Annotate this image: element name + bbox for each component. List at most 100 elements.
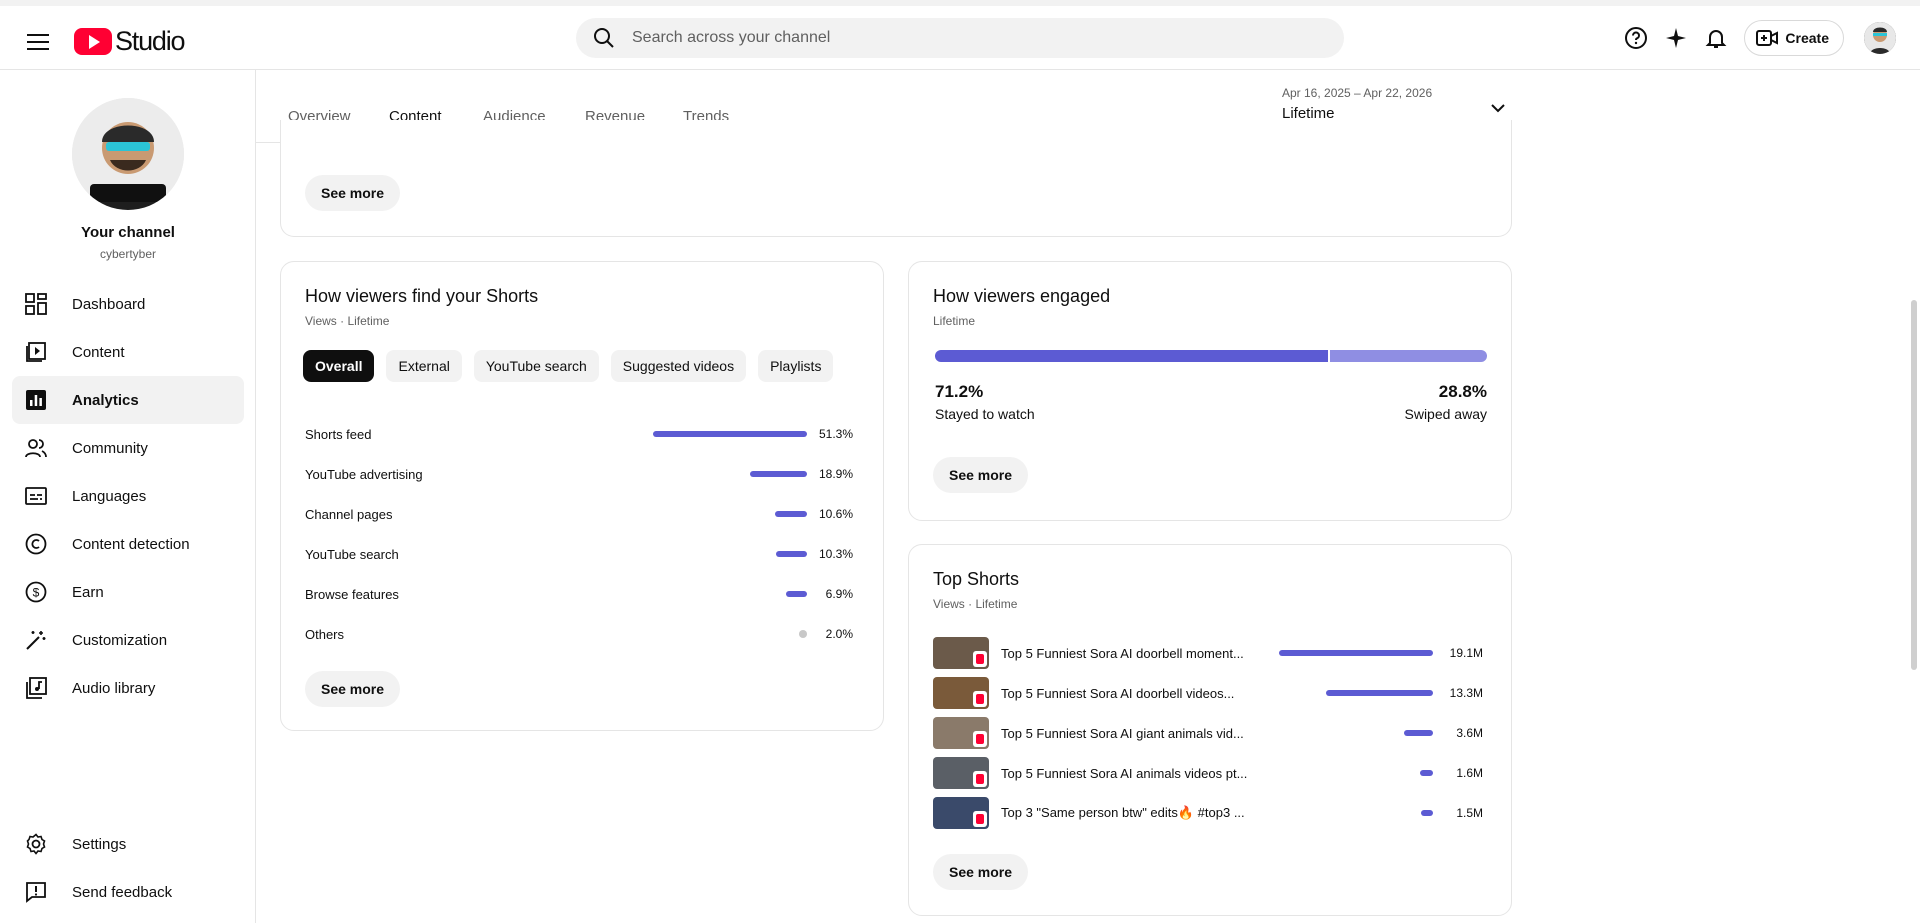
traffic-source-value: 2.0%: [825, 627, 853, 641]
traffic-source-row: Channel pages 10.6%: [305, 494, 853, 534]
top-short-row[interactable]: Top 5 Funniest Sora AI doorbell videos..…: [933, 673, 1483, 713]
short-views-value: 19.1M: [1449, 646, 1483, 660]
top-short-row[interactable]: Top 5 Funniest Sora AI animals videos pt…: [933, 753, 1483, 793]
see-more-button[interactable]: See more: [933, 854, 1029, 890]
sparkle-icon[interactable]: [1656, 18, 1696, 58]
dashboard-icon: [24, 292, 48, 316]
chip-playlists[interactable]: Playlists: [758, 350, 834, 382]
channel-handle: cybertyber: [99, 247, 157, 261]
traffic-source-row: Shorts feed 51.3%: [305, 414, 853, 454]
sidebar-item-content[interactable]: Content: [12, 328, 244, 376]
channel-avatar[interactable]: [72, 98, 184, 210]
short-thumbnail[interactable]: [933, 637, 989, 669]
card-subtitle: Views · Lifetime: [933, 597, 1018, 611]
sidebar-item-audio-library[interactable]: Audio library: [12, 664, 244, 712]
sidebar-item-label: Community: [72, 439, 148, 457]
top-short-row[interactable]: Top 3 "Same person btw" edits🔥 #top3 ...…: [933, 793, 1483, 833]
short-thumbnail[interactable]: [933, 757, 989, 789]
traffic-source-value: 18.9%: [818, 467, 853, 481]
date-range-label: Lifetime: [1282, 105, 1335, 122]
swiped-percent: 28.8%: [1438, 382, 1487, 401]
sidebar-item-dashboard[interactable]: Dashboard: [12, 280, 244, 328]
sidebar-item-earn[interactable]: $ Earn: [12, 568, 244, 616]
traffic-source-row: Others 2.0%: [305, 614, 853, 654]
traffic-source-value: 51.3%: [818, 427, 853, 441]
sidebar-item-content-detection[interactable]: Content detection: [12, 520, 244, 568]
page-scrollbar[interactable]: [1908, 70, 1920, 923]
community-icon: [24, 436, 48, 460]
studio-logo[interactable]: Studio: [74, 23, 186, 59]
sidebar-item-analytics[interactable]: Analytics: [12, 376, 244, 424]
traffic-source-label: YouTube search: [305, 546, 399, 562]
traffic-source-row: YouTube search 10.3%: [305, 534, 853, 574]
short-title[interactable]: Top 5 Funniest Sora AI doorbell videos..…: [1001, 685, 1235, 701]
short-views-bar: [1421, 810, 1433, 816]
see-more-button[interactable]: See more: [933, 457, 1029, 493]
traffic-source-label: Channel pages: [305, 506, 393, 522]
notifications-bell-icon[interactable]: [1696, 18, 1736, 58]
short-thumbnail[interactable]: [933, 797, 989, 829]
sidebar-item-settings[interactable]: Settings: [12, 820, 244, 868]
sidebar-item-community[interactable]: Community: [12, 424, 244, 472]
short-views-value: 3.6M: [1456, 726, 1483, 740]
stayed-segment: [935, 350, 1328, 362]
menu-icon[interactable]: [18, 22, 58, 62]
sidebar-bottom-nav: Settings Send feedback: [12, 820, 244, 916]
sidebar-item-label: Content detection: [72, 535, 190, 553]
see-more-button[interactable]: See more: [305, 671, 401, 707]
chevron-down-icon[interactable]: [1486, 96, 1510, 120]
short-thumbnail[interactable]: [933, 677, 989, 709]
engagement-card: How viewers engaged Lifetime 71.2% Staye…: [908, 261, 1512, 521]
earn-icon: $: [24, 580, 48, 604]
short-title[interactable]: Top 5 Funniest Sora AI animals videos pt…: [1001, 765, 1248, 781]
date-range-selector[interactable]: Apr 16, 2025 – Apr 22, 2026 Lifetime: [1282, 86, 1432, 122]
traffic-source-value: 10.3%: [818, 547, 853, 561]
traffic-source-bar: [775, 511, 807, 517]
card-subtitle: Views · Lifetime: [305, 314, 390, 328]
add-video-icon: [1756, 30, 1779, 46]
traffic-source-row: Browse features 6.9%: [305, 574, 853, 614]
shorts-icon: [973, 731, 987, 747]
shorts-icon: [973, 771, 987, 787]
see-more-button[interactable]: See more: [305, 175, 401, 211]
short-views-value: 1.5M: [1456, 806, 1483, 820]
short-title[interactable]: Top 5 Funniest Sora AI doorbell moment..…: [1001, 645, 1244, 661]
chip-overall[interactable]: Overall: [303, 350, 375, 382]
traffic-source-label: Browse features: [305, 586, 399, 602]
sidebar-item-label: Dashboard: [72, 295, 146, 313]
search-bar[interactable]: [576, 18, 1344, 58]
top-bar: Studio Create: [0, 0, 1920, 70]
languages-icon: [24, 484, 48, 508]
chip-suggested-videos[interactable]: Suggested videos: [610, 350, 747, 382]
short-views-bar: [1420, 770, 1433, 776]
top-short-row[interactable]: Top 5 Funniest Sora AI giant animals vid…: [933, 713, 1483, 753]
content-icon: [24, 340, 48, 364]
short-title[interactable]: Top 3 "Same person btw" edits🔥 #top3 ...: [1001, 805, 1245, 820]
chip-external[interactable]: External: [386, 350, 462, 382]
sidebar-item-languages[interactable]: Languages: [12, 472, 244, 520]
previous-card: See more: [280, 120, 1512, 237]
sidebar-item-send-feedback[interactable]: Send feedback: [12, 868, 244, 916]
short-views-bar: [1326, 690, 1433, 696]
feedback-icon: [24, 880, 48, 904]
traffic-source-bar: [653, 431, 807, 437]
short-thumbnail[interactable]: [933, 717, 989, 749]
short-title[interactable]: Top 5 Funniest Sora AI giant animals vid…: [1001, 725, 1244, 741]
sidebar-nav: Dashboard Content Analytics Community Langua…: [12, 280, 244, 712]
help-icon[interactable]: [1616, 18, 1656, 58]
account-avatar[interactable]: [1864, 22, 1896, 54]
card-title: Top Shorts: [933, 569, 1020, 589]
sidebar-item-customization[interactable]: Customization: [12, 616, 244, 664]
sidebar-item-label: Audio library: [72, 679, 156, 697]
stayed-label: Stayed to watch: [935, 406, 1035, 422]
engagement-bar: [935, 350, 1487, 362]
chip-youtube-search[interactable]: YouTube search: [473, 350, 599, 382]
traffic-source-bar: [776, 551, 807, 557]
top-short-row[interactable]: Top 5 Funniest Sora AI doorbell moment..…: [933, 633, 1483, 673]
create-button[interactable]: Create: [1744, 20, 1844, 56]
analytics-icon: [24, 388, 48, 412]
search-input[interactable]: [632, 29, 1312, 47]
scrollbar-thumb[interactable]: [1911, 300, 1917, 670]
traffic-filter-chips: Overall External YouTube search Suggested v…: [303, 350, 834, 382]
short-views-bar: [1279, 650, 1433, 656]
